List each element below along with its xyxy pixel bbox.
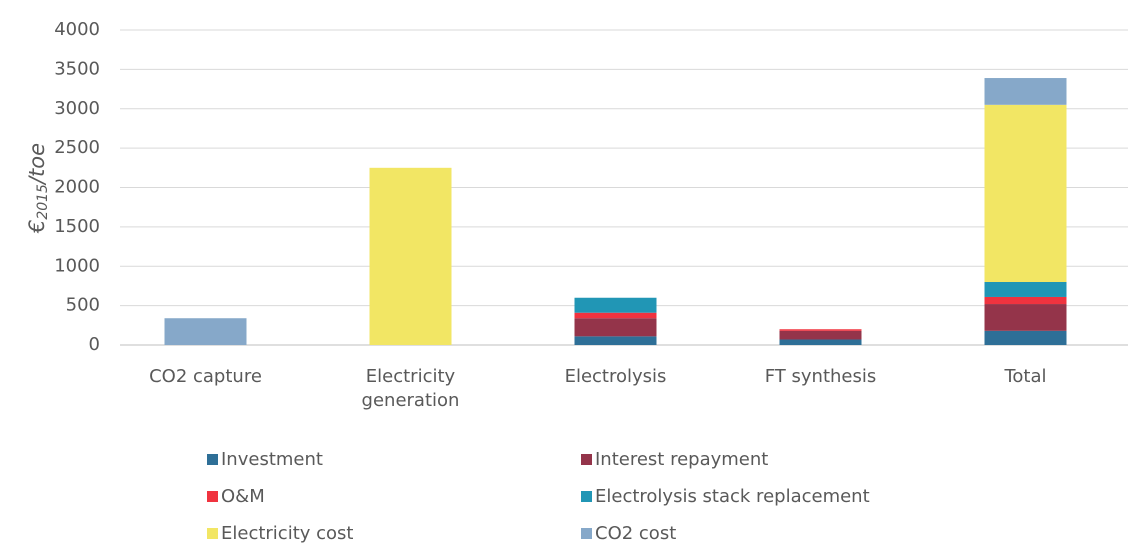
bar-segment: [369, 167, 452, 345]
bar-segment: [984, 330, 1067, 345]
bar-segment: [984, 78, 1067, 105]
y-tick-label: 3000: [54, 98, 100, 119]
legend-item: O&M: [207, 486, 265, 507]
legend-label: Electricity cost: [221, 523, 354, 544]
bar-segment: [779, 339, 862, 345]
legend-swatch: [207, 454, 218, 465]
y-tick-label: 500: [66, 295, 100, 316]
legend-swatch: [207, 528, 218, 539]
legend-item: CO2 cost: [581, 523, 676, 544]
x-tick-label: Total: [1004, 366, 1047, 387]
legend-item: Electrolysis stack replacement: [581, 486, 870, 507]
legend-item: Electricity cost: [207, 523, 353, 544]
legend-label: CO2 cost: [595, 523, 677, 544]
legend-swatch: [581, 491, 592, 502]
bar-segment: [984, 104, 1067, 282]
y-tick-label: 2500: [54, 137, 100, 158]
legend-swatch: [207, 491, 218, 502]
y-tick-label: 2000: [54, 177, 100, 198]
bar-segment: [574, 318, 657, 337]
bar-segment: [779, 329, 862, 331]
bar-segment: [779, 330, 862, 340]
legend-label: O&M: [221, 486, 265, 507]
x-tick-label: CO2 capture: [149, 366, 262, 387]
bar-segment: [164, 318, 247, 345]
y-tick-label: 3500: [54, 58, 100, 79]
legend-label: Interest repayment: [595, 449, 769, 470]
y-label-part: /toe: [25, 143, 49, 186]
y-label-part: 2015: [35, 184, 51, 220]
legend-label: Investment: [221, 449, 323, 470]
y-tick-label: 1000: [54, 255, 100, 276]
y-axis-label: €2015/toe: [25, 143, 51, 234]
y-tick-label: 0: [89, 334, 100, 355]
bar-segment: [984, 304, 1067, 331]
legend-label: Electrolysis stack replacement: [595, 486, 870, 507]
y-label-part: €: [25, 220, 49, 234]
bar-segment: [574, 336, 657, 345]
bar-segment: [984, 296, 1067, 305]
bar-segment: [984, 282, 1067, 297]
legend-swatch: [581, 528, 592, 539]
y-tick-label: 4000: [54, 19, 100, 40]
bar-segment: [574, 312, 657, 319]
legend-swatch: [581, 454, 592, 465]
x-tick-label: Electricity generation: [361, 366, 460, 411]
x-tick-label: FT synthesis: [764, 366, 877, 387]
bar-segment: [574, 297, 657, 313]
legend-item: Investment: [207, 449, 323, 470]
y-tick-label: 1500: [54, 216, 100, 237]
legend-item: Interest repayment: [581, 449, 768, 470]
x-tick-label: Electrolysis: [564, 366, 667, 387]
